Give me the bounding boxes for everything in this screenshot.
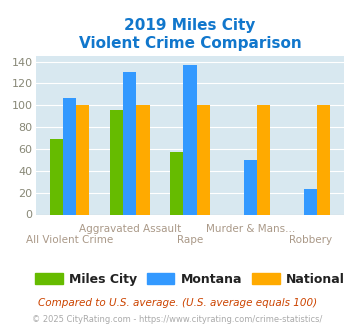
Text: Robbery: Robbery (289, 235, 332, 245)
Text: Murder & Mans...: Murder & Mans... (206, 224, 295, 234)
Bar (123, 73, 136, 214)
Text: © 2025 CityRating.com - https://www.cityrating.com/crime-statistics/: © 2025 CityRating.com - https://www.city… (32, 315, 323, 324)
Bar (136, 105, 149, 214)
Bar (63, 98, 76, 214)
Legend: Miles City, Montana, National: Miles City, Montana, National (30, 268, 350, 291)
Bar (304, 189, 317, 214)
Text: Rape: Rape (177, 235, 203, 245)
Bar (244, 160, 257, 214)
Title: 2019 Miles City
Violent Crime Comparison: 2019 Miles City Violent Crime Comparison (78, 18, 301, 51)
Bar (197, 105, 210, 214)
Bar (257, 105, 270, 214)
Text: Compared to U.S. average. (U.S. average equals 100): Compared to U.S. average. (U.S. average … (38, 298, 317, 308)
Text: Aggravated Assault: Aggravated Assault (78, 224, 181, 234)
Bar (110, 110, 123, 214)
Bar (170, 152, 183, 214)
Text: All Violent Crime: All Violent Crime (26, 235, 113, 245)
Bar (50, 139, 63, 214)
Bar (76, 105, 89, 214)
Bar (317, 105, 330, 214)
Bar (183, 65, 197, 214)
